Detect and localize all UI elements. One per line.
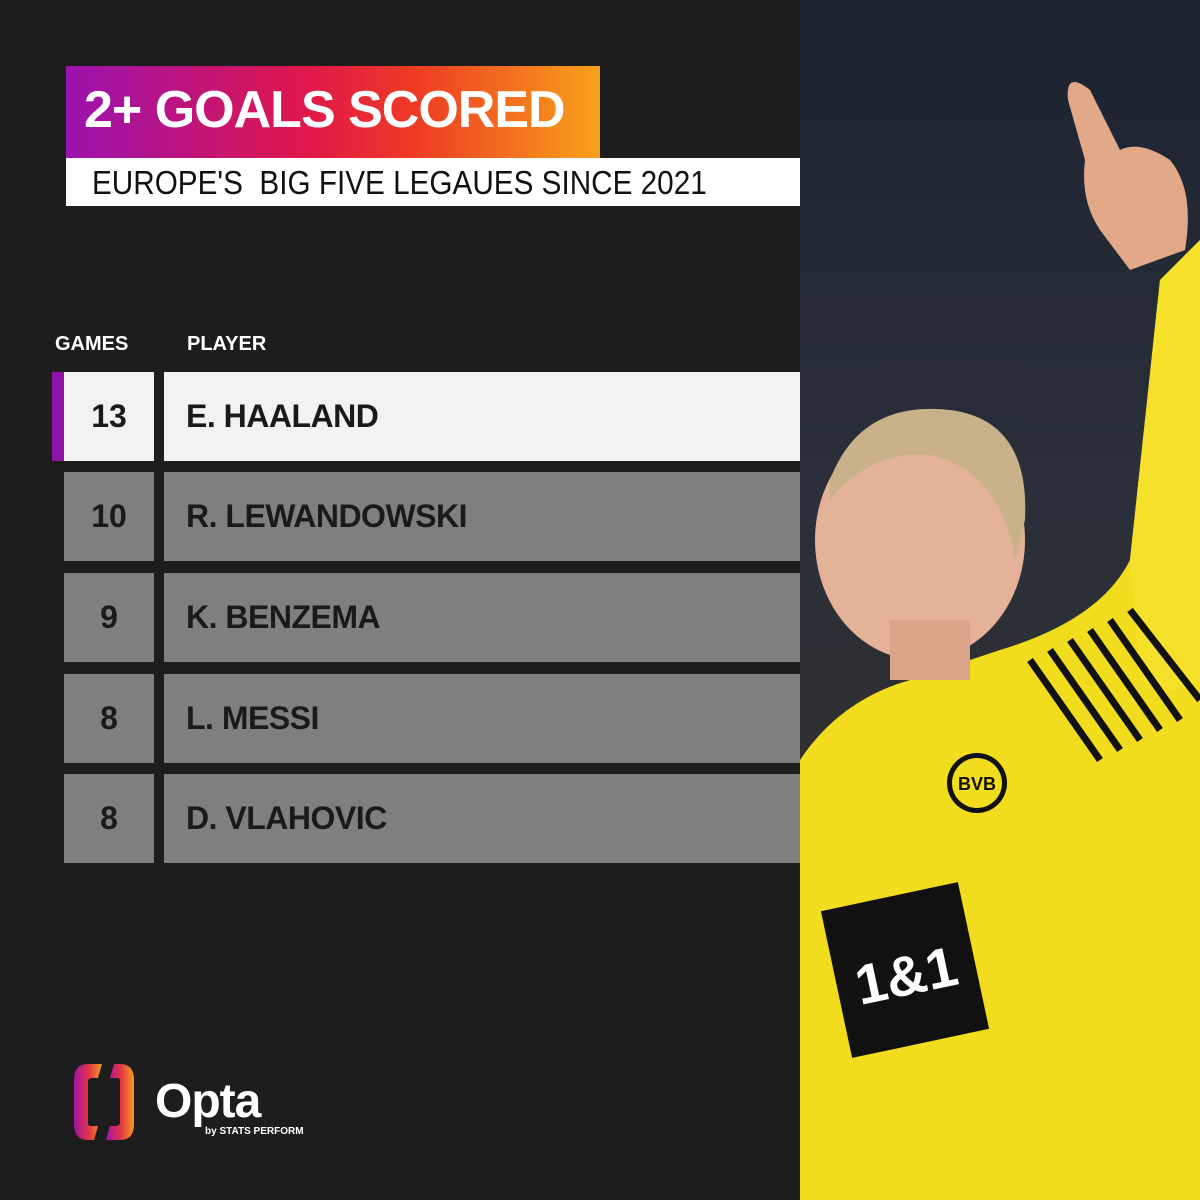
table-row: 9 K. BENZEMA <box>0 573 800 662</box>
player-cell: L. MESSI <box>164 674 800 763</box>
brand-name: Opta <box>155 1075 261 1128</box>
infographic-panel: 2+ GOALS SCORED EUROPE'S BIG FIVE LEGAUE… <box>0 66 815 1140</box>
table-row: 8 D. VLAHOVIC <box>0 774 800 863</box>
title-banner: 2+ GOALS SCORED <box>66 66 600 158</box>
games-cell: 13 <box>64 372 154 461</box>
brand-byline: by STATS PERFORM <box>205 1126 304 1137</box>
player-cell: E. HAALAND <box>164 372 800 461</box>
subtitle-banner: EUROPE'S BIG FIVE LEGAUES SINCE 2021 <box>66 158 815 206</box>
table-row: 10 R. LEWANDOWSKI <box>0 472 800 561</box>
subtitle: EUROPE'S BIG FIVE LEGAUES SINCE 2021 <box>92 164 707 201</box>
highlight-accent-bar <box>52 372 64 461</box>
games-cell: 8 <box>64 674 154 763</box>
games-cell: 8 <box>64 774 154 863</box>
crest-text: BVB <box>958 774 996 794</box>
games-cell: 10 <box>64 472 154 561</box>
column-header-games: GAMES <box>55 333 129 355</box>
games-cell: 9 <box>64 573 154 662</box>
column-header-player: PLAYER <box>187 333 267 355</box>
title: 2+ GOALS SCORED <box>84 81 566 139</box>
table-row: 8 L. MESSI <box>0 674 800 763</box>
table-row: 13 E. HAALAND <box>0 372 800 461</box>
opta-logo-icon <box>74 1064 134 1140</box>
player-cell: R. LEWANDOWSKI <box>164 472 800 561</box>
player-cell: K. BENZEMA <box>164 573 800 662</box>
player-cell: D. VLAHOVIC <box>164 774 800 863</box>
player-illustration: BVB 1&1 <box>800 82 1200 1200</box>
player-photo: BVB 1&1 <box>800 0 1200 1200</box>
